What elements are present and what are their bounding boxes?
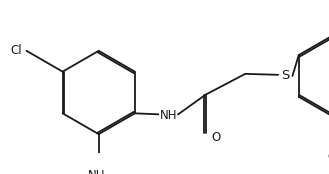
Text: NH: NH [159,109,177,122]
Text: O: O [211,131,220,144]
Text: S: S [281,69,289,82]
Text: CH₃: CH₃ [328,152,329,162]
Text: Cl: Cl [11,44,22,57]
Text: NH₂: NH₂ [88,169,110,174]
